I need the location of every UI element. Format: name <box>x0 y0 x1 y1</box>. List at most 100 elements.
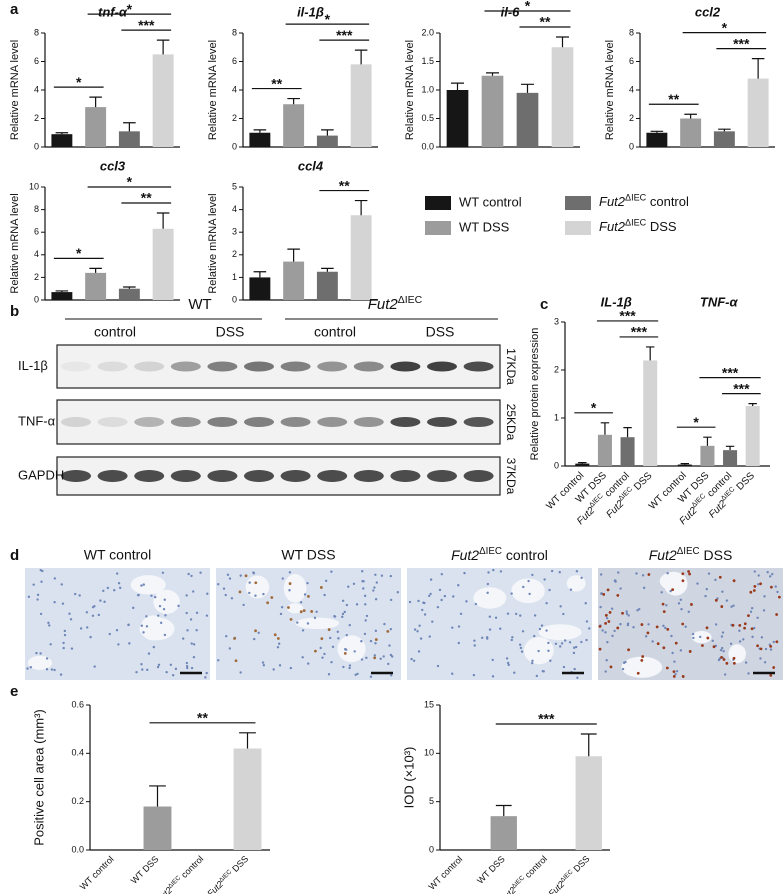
nucleus <box>707 572 711 575</box>
nucleus <box>613 629 616 633</box>
bar <box>85 107 107 147</box>
nucleus <box>261 661 265 664</box>
nucleus <box>39 612 43 616</box>
stained-cell <box>772 666 776 669</box>
y-tick-label: 4 <box>629 84 634 94</box>
nucleus <box>278 664 282 667</box>
bar <box>490 816 517 850</box>
nucleus <box>383 622 386 626</box>
y-tick-label: 5 <box>429 796 434 806</box>
nucleus <box>277 642 281 645</box>
nucleus <box>714 623 718 626</box>
stained-cell <box>319 586 323 589</box>
blot-band <box>134 361 165 372</box>
series-title: IL-1β <box>601 294 632 309</box>
nucleus <box>507 663 510 667</box>
stained-cell <box>621 611 624 615</box>
bar <box>85 272 107 300</box>
nucleus <box>315 610 318 613</box>
nucleus <box>412 659 416 662</box>
nucleus <box>53 600 56 604</box>
nucleus <box>408 600 412 604</box>
stained-cell <box>743 622 747 626</box>
nucleus <box>190 574 193 578</box>
nucleus <box>281 577 284 580</box>
nucleus <box>343 648 347 651</box>
nucleus <box>345 603 349 607</box>
bar <box>713 131 735 147</box>
nucleus <box>505 657 509 660</box>
nucleus <box>506 612 510 615</box>
nucleus <box>486 591 489 595</box>
nucleus <box>674 672 677 676</box>
nucleus <box>239 671 242 674</box>
stained-cell <box>718 575 722 579</box>
stained-cell <box>777 595 781 599</box>
nucleus <box>666 572 669 575</box>
bar <box>747 78 769 147</box>
significance-label: * <box>325 11 331 27</box>
y-tick-label: 2 <box>554 364 559 374</box>
error-bar <box>354 49 368 65</box>
nucleus <box>418 624 421 627</box>
bar <box>575 756 602 850</box>
nucleus <box>389 574 393 578</box>
nucleus <box>519 614 522 617</box>
nucleus <box>41 569 44 573</box>
legend-label: Fut2ΔIEC control <box>599 193 689 210</box>
significance-label: * <box>693 414 699 430</box>
panel-label: e <box>10 683 18 700</box>
error-bar <box>321 129 334 136</box>
nucleus <box>417 599 420 603</box>
nucleus <box>118 586 122 590</box>
stained-cell <box>665 666 669 670</box>
nucleus <box>313 616 317 620</box>
blot-band <box>170 470 201 482</box>
nucleus <box>436 605 440 609</box>
nucleus <box>438 588 442 592</box>
nucleus <box>372 589 375 592</box>
nucleus <box>772 640 775 644</box>
nucleus <box>165 670 168 674</box>
stained-cell <box>616 626 620 630</box>
nucleus <box>382 655 385 658</box>
nucleus <box>488 615 492 618</box>
nucleus <box>738 629 741 632</box>
error-bar <box>600 422 610 435</box>
nucleus <box>763 595 766 598</box>
nucleus <box>323 593 326 597</box>
nucleus <box>89 635 92 639</box>
nucleus <box>299 601 303 604</box>
nucleus <box>115 628 119 632</box>
error-bar <box>156 212 170 229</box>
nucleus <box>677 602 681 605</box>
crypt <box>295 617 340 630</box>
bar <box>283 104 305 147</box>
nucleus <box>365 614 369 618</box>
nucleus <box>679 598 683 601</box>
error-bar <box>680 463 690 465</box>
nucleus <box>720 635 724 638</box>
nucleus <box>679 649 683 652</box>
stained-cell <box>604 621 608 625</box>
blot-band <box>280 361 311 372</box>
blot-band <box>134 417 165 427</box>
nucleus <box>102 589 105 593</box>
nucleus <box>217 659 220 662</box>
error-bar <box>725 445 735 451</box>
nucleus <box>753 570 756 573</box>
bar <box>516 92 539 147</box>
nucleus <box>73 592 77 596</box>
nucleus <box>547 641 550 645</box>
nucleus <box>560 642 564 645</box>
nucleus <box>342 665 345 669</box>
nucleus <box>671 651 674 655</box>
stained-cell <box>672 670 676 674</box>
nucleus <box>137 593 140 597</box>
stained-cell <box>662 610 666 614</box>
nucleus <box>499 627 502 630</box>
nucleus <box>289 666 293 670</box>
nucleus <box>617 571 620 574</box>
nucleus <box>766 571 769 574</box>
nucleus <box>336 630 339 633</box>
